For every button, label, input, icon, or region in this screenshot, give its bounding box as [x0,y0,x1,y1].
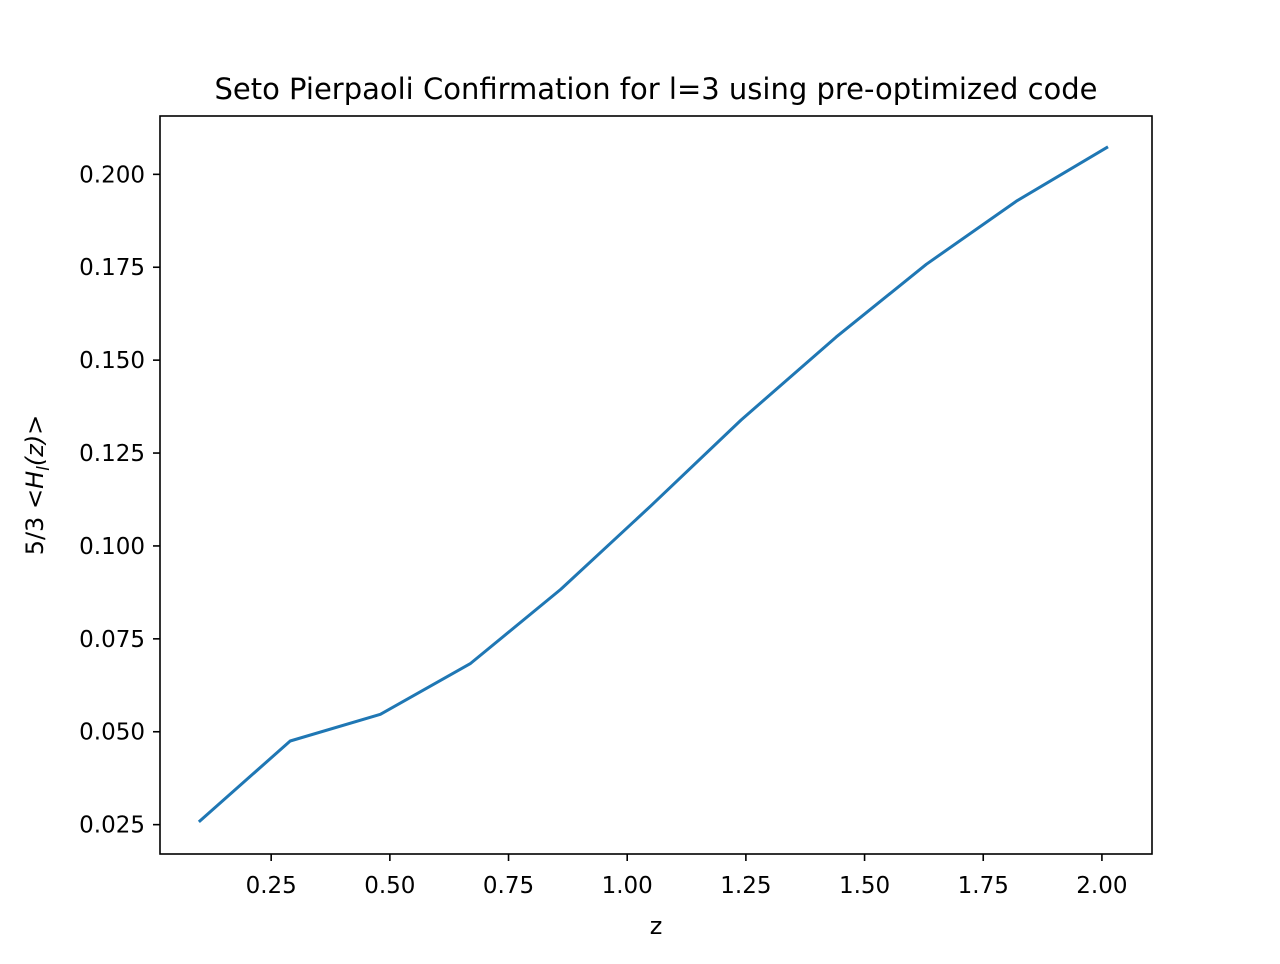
x-tick-label: 1.25 [720,873,771,899]
y-tick-label: 0.050 [79,720,145,746]
y-axis-ticks: 0.025 0.050 0.075 0.100 0.125 0.150 0.175 0.200 [79,162,160,839]
y-tick-label: 0.125 [79,441,145,467]
x-tick-label: 1.75 [958,873,1009,899]
y-axis-label-open: < [21,489,49,509]
chart-title: Seto Pierpaoli Confirmation for l=3 usin… [214,72,1097,106]
x-tick-label: 0.25 [246,873,297,899]
y-axis-label-prefix: 5/3 [21,517,49,556]
data-series-line [197,145,1109,824]
y-axis-label-var: H [21,471,49,489]
y-tick-label: 0.025 [79,813,145,839]
x-axis-label: z [650,912,663,940]
y-tick-label: 0.150 [79,348,145,374]
x-tick-label: 1.00 [602,873,653,899]
x-tick-label: 2.00 [1076,873,1127,899]
x-tick-label: 0.75 [483,873,534,899]
y-tick-label: 0.200 [79,162,145,188]
y-axis-label-sub: l [34,466,54,471]
y-axis-label: 5/3 <Hl(z)> [21,415,54,556]
y-tick-label: 0.100 [79,534,145,560]
plot-area-frame [159,115,1153,855]
y-axis-label-arg: (z) [21,435,49,466]
y-tick-label: 0.075 [79,627,145,653]
x-axis-ticks: 0.25 0.50 0.75 1.00 1.25 1.50 1.75 2.00 [246,854,1128,899]
y-tick-label: 0.175 [79,255,145,281]
x-tick-label: 0.50 [364,873,415,899]
x-tick-label: 1.50 [839,873,890,899]
y-axis-label-close: > [21,415,49,435]
